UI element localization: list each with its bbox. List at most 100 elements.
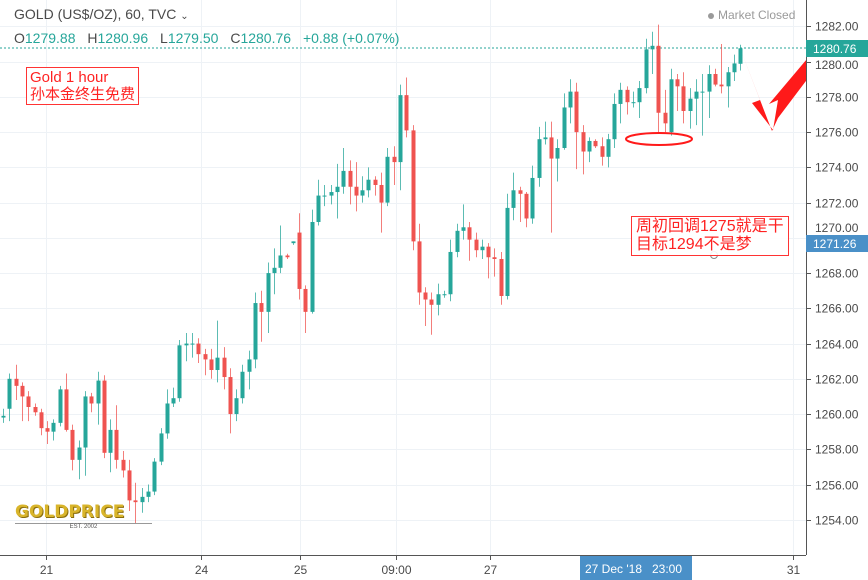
candle-up	[7, 373, 12, 422]
status-dot-icon	[708, 12, 714, 19]
candle-down	[222, 347, 227, 390]
candle-down	[681, 72, 686, 124]
candle-down	[354, 162, 359, 212]
candle-down	[392, 146, 397, 185]
annotation-line: Gold 1 hour	[30, 69, 109, 86]
candle-body	[303, 288, 308, 312]
candle-body	[33, 407, 38, 413]
price-axis[interactable]	[806, 0, 868, 555]
candle-up	[543, 121, 548, 145]
candle-up	[341, 148, 346, 194]
candle-body	[663, 112, 668, 124]
price-tick-label: 1264.00	[815, 338, 859, 352]
candle-body	[499, 259, 504, 296]
time-tick-label: 09:00	[381, 563, 411, 577]
candle-body	[203, 354, 208, 360]
candle-up	[83, 391, 88, 476]
logo-tagline: EST. 2002	[15, 523, 152, 530]
candle-body	[272, 267, 277, 274]
candle-up	[606, 133, 611, 168]
candle-down	[259, 290, 264, 342]
candle-body	[89, 396, 94, 404]
candle-body	[247, 359, 252, 372]
candle-up	[234, 389, 239, 422]
price-tick-label: 1256.00	[815, 479, 859, 493]
annotation-line: 周初回调1275就是干	[636, 218, 784, 235]
candle-up	[644, 38, 649, 94]
candle-down	[423, 287, 428, 326]
candle-down	[429, 292, 434, 335]
candle-up	[215, 320, 220, 383]
candle-body	[436, 294, 441, 305]
chevron-down-icon[interactable]: ⌄	[180, 11, 189, 22]
candle-up	[108, 419, 113, 473]
candle-body	[121, 459, 126, 471]
candle-body	[581, 132, 586, 152]
candle-down	[719, 44, 724, 94]
candle-body	[240, 371, 245, 399]
candle-body	[310, 222, 315, 312]
crosshair-time-label: 27 Dec '18 23:00	[580, 556, 692, 580]
price-tick-label: 1262.00	[815, 373, 859, 387]
candle-up	[398, 84, 403, 191]
candle-body	[70, 429, 75, 460]
candle-body	[411, 130, 416, 242]
symbol-title[interactable]: GOLD (US$/OZ), 60, TVC ⌄	[14, 6, 189, 22]
candle-up	[537, 126, 542, 187]
candle-up	[240, 364, 245, 404]
candle-body	[253, 303, 258, 360]
candle-down	[45, 421, 50, 444]
candle-up	[366, 167, 371, 198]
candle-down	[492, 248, 497, 277]
candle-down	[411, 125, 416, 251]
candle-up	[335, 163, 340, 219]
candle-body	[322, 195, 327, 197]
candle-body	[165, 403, 170, 434]
candle-body	[83, 396, 88, 448]
ohlc-legend: O1279.88 H1280.96 L1279.50 C1280.76 +0.8…	[14, 30, 407, 46]
candle-body	[606, 139, 611, 157]
candle-down	[593, 139, 598, 148]
candle-body	[335, 186, 340, 193]
high-value: 1280.96	[97, 30, 149, 46]
candle-body	[39, 412, 44, 429]
text-annotation-1[interactable]: Gold 1 hour 孙本金终生免费	[26, 67, 140, 105]
candle-body	[467, 227, 472, 240]
candle-body	[600, 146, 605, 157]
candle-body	[190, 343, 195, 345]
candle-up	[1, 408, 6, 423]
candle-down	[348, 160, 353, 205]
candle-body	[732, 63, 737, 73]
candle-body	[492, 257, 497, 259]
candle-body	[20, 385, 25, 397]
candle-down	[20, 382, 25, 422]
text-annotation-2[interactable]: 周初回调1275就是干 目标1294不是梦	[631, 216, 789, 256]
candle-up	[669, 68, 674, 136]
candle-body	[58, 389, 63, 423]
time-axis[interactable]	[0, 555, 868, 580]
candle-body	[474, 239, 479, 251]
candles	[1, 24, 743, 524]
candle-body	[385, 156, 390, 203]
candle-body	[127, 470, 132, 501]
candle-down	[499, 251, 504, 305]
title-text: GOLD (US$/OZ), 60, TVC	[14, 6, 177, 22]
candle-body	[152, 461, 157, 492]
price-tick-label: 1270.00	[815, 221, 859, 235]
candle-body	[291, 241, 296, 244]
annotation-line: 目标1294不是梦	[636, 236, 752, 253]
candle-down	[33, 403, 38, 416]
candle-up	[732, 54, 737, 82]
candle-body	[549, 137, 554, 159]
candle-body	[455, 230, 460, 252]
candle-down	[625, 86, 630, 115]
candle-body	[228, 377, 233, 415]
price-tick-label: 1254.00	[815, 514, 859, 528]
time-tick-label: 27	[484, 563, 498, 577]
candle-body	[644, 49, 649, 89]
candle-body	[574, 91, 579, 133]
candle-body	[518, 190, 523, 194]
candle-body	[707, 74, 712, 92]
candle-up	[700, 74, 705, 136]
